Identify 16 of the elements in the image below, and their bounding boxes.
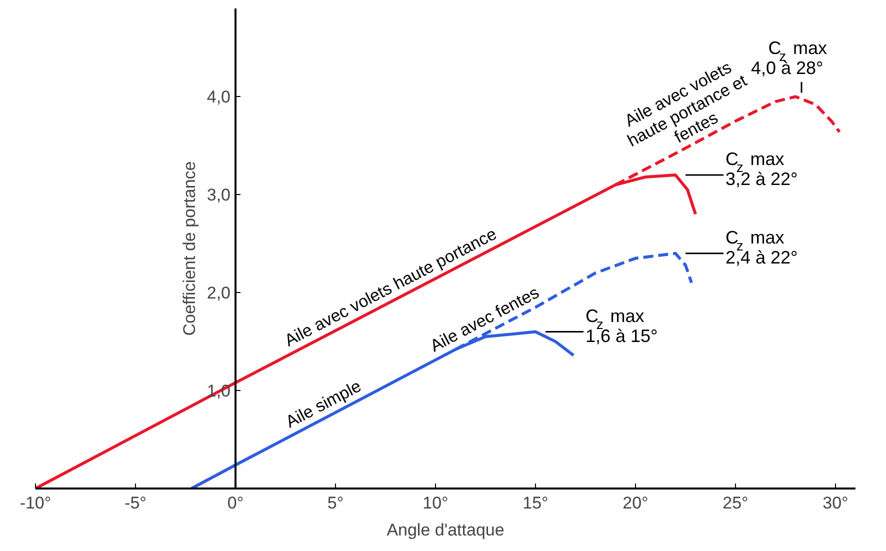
y-tick-label: 2,0 [206,284,231,303]
y-tick-label: 3,0 [206,186,231,205]
x-tick-label: 30° [822,494,848,512]
x-tick-label: 25° [722,494,748,512]
text: Aile avec fentes [427,282,542,356]
x-axis-title: Angle d'attaque [386,520,504,540]
x-tick-label: 5° [327,494,344,512]
y-axis-title: Coefficient de portance [180,161,199,336]
y-tick-label: 4,0 [206,88,231,107]
x-tick-label: 15° [522,494,548,512]
x-tick-label: 0° [227,494,244,512]
x-tick-label: 10° [422,494,448,512]
x-tick-label: -10° [20,494,52,512]
x-tick-label: -5° [124,494,146,512]
x-tick-label: 20° [622,494,648,512]
text: Aile simple [282,376,364,432]
